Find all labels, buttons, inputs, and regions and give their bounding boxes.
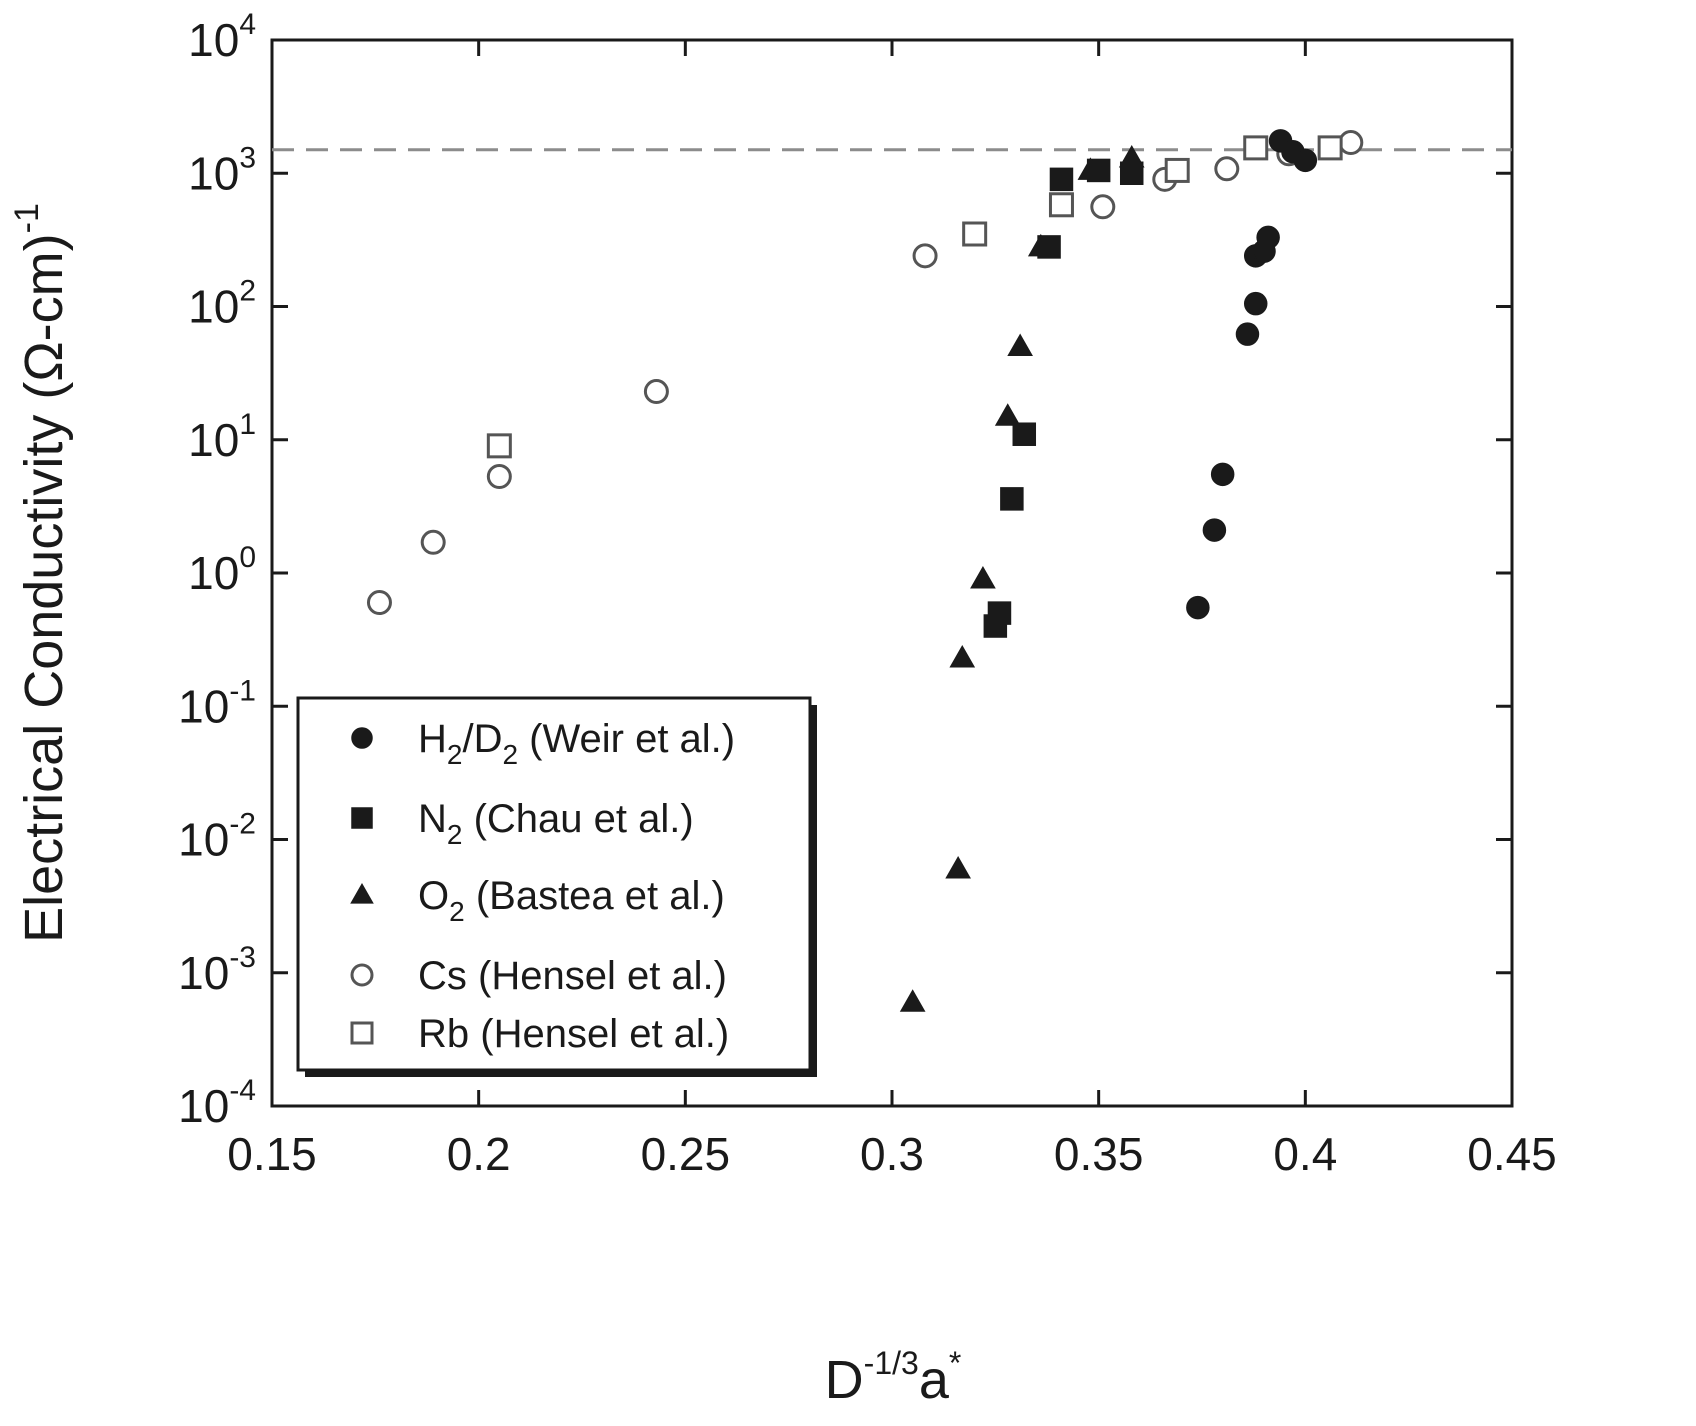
- y-axis-title-main: Electrical Conductivity (Ω-cm): [14, 233, 74, 943]
- point-o2-bastea-et-al: [945, 855, 971, 879]
- legend-label-o2-bastea-et-al: O2 (Bastea et al.): [418, 874, 725, 927]
- point-h2-d2-weir-et-al: [1202, 518, 1227, 542]
- point-rb-hensel-et-al: [1243, 135, 1269, 161]
- point-o2-bastea-et-al: [1077, 157, 1104, 180]
- legend-label-rb-hensel-et-al: Rb (Hensel et al.): [418, 1012, 729, 1056]
- x-axis-title: D-1/3a*: [825, 1345, 962, 1410]
- point-o2-bastea-et-al: [1007, 333, 1033, 357]
- y-tick-label: 10-4: [178, 1074, 256, 1132]
- legend-label-h2-d2-weir-et-al: H2/D2 (Weir et al.): [418, 717, 735, 770]
- legend-marker-o2-bastea-et-al: [350, 882, 374, 904]
- point-rb-hensel-et-al: [486, 433, 512, 459]
- y-tick-label: 102: [188, 275, 256, 333]
- point-rb-hensel-et-al: [1048, 192, 1074, 218]
- point-o2-bastea-et-al: [970, 566, 996, 589]
- x-tick-label: 0.2: [447, 1128, 511, 1180]
- point-h2-d2-weir-et-al: [1293, 148, 1318, 173]
- point-cs-hensel-et-al: [420, 529, 446, 555]
- x-tick-label: 0.4: [1273, 1128, 1337, 1180]
- point-cs-hensel-et-al: [1338, 130, 1364, 156]
- point-cs-hensel-et-al: [486, 463, 512, 489]
- point-o2-bastea-et-al: [899, 989, 926, 1012]
- point-cs-hensel-et-al: [912, 243, 938, 269]
- point-o2-bastea-et-al: [949, 644, 976, 668]
- y-tick-label: 104: [188, 8, 256, 66]
- point-rb-hensel-et-al: [1317, 135, 1343, 161]
- point-cs-hensel-et-al: [1214, 156, 1240, 182]
- point-o2-bastea-et-al: [1027, 233, 1054, 257]
- legend: H2/D2 (Weir et al.) N2 (Chau et al.) O2 (B…: [296, 696, 817, 1077]
- point-cs-hensel-et-al: [366, 590, 392, 616]
- y-tick-label: 10-2: [178, 808, 256, 866]
- x-tick-label: 0.25: [641, 1128, 731, 1180]
- point-h2-d2-weir-et-al: [1210, 462, 1235, 487]
- point-n2-chau-et-al: [1000, 487, 1024, 511]
- x-axis-title-rest: a: [919, 1350, 950, 1410]
- point-n2-chau-et-al: [987, 601, 1012, 625]
- point-h2-d2-weir-et-al: [1186, 595, 1210, 620]
- y-tick-label: 101: [188, 408, 256, 466]
- y-axis-title-sup: -1: [8, 203, 46, 233]
- y-tick-label: 10-3: [178, 941, 256, 999]
- point-h2-d2-weir-et-al: [1235, 322, 1260, 346]
- x-tick-label: 0.3: [860, 1128, 924, 1180]
- legend-marker-cs-hensel-et-al: [350, 963, 374, 987]
- data-points: [366, 129, 1364, 1012]
- y-tick-label: 10-1: [178, 674, 256, 732]
- legend-box: [296, 696, 812, 1072]
- point-o2-bastea-et-al: [994, 403, 1021, 426]
- x-axis-title-rest-sup: *: [949, 1345, 961, 1381]
- y-axis-title: Electrical Conductivity (Ω-cm)-1: [8, 203, 74, 943]
- x-tick-label: 0.45: [1467, 1128, 1557, 1180]
- point-rb-hensel-et-al: [962, 221, 988, 247]
- point-cs-hensel-et-al: [643, 379, 669, 405]
- point-h2-d2-weir-et-al: [1256, 225, 1280, 250]
- x-axis-title-sup: -1/3: [864, 1345, 919, 1381]
- point-cs-hensel-et-al: [1090, 194, 1116, 220]
- legend-label-cs-hensel-et-al: Cs (Hensel et al.): [418, 954, 727, 998]
- x-tick-label: 0.35: [1054, 1128, 1144, 1180]
- point-n2-chau-et-al: [1049, 167, 1074, 192]
- legend-marker-h2-d2-weir-et-al: [351, 727, 373, 749]
- point-rb-hensel-et-al: [1164, 157, 1190, 183]
- legend-marker-n2-chau-et-al: [351, 807, 373, 829]
- point-h2-d2-weir-et-al: [1243, 291, 1268, 316]
- point-o2-bastea-et-al: [1118, 145, 1145, 168]
- x-axis-title-base: D: [825, 1350, 864, 1410]
- legend-label-n2-chau-et-al: N2 (Chau et al.): [418, 797, 694, 850]
- point-n2-chau-et-al: [1012, 422, 1037, 446]
- y-tick-label: 103: [188, 141, 256, 199]
- y-tick-label: 100: [188, 541, 256, 599]
- legend-marker-rb-hensel-et-al: [350, 1021, 374, 1045]
- axis-ticks: 0.15 0.2 0.25 0.3 0.35 0.4 0.45 10-4 10-3 10-2 10-…: [178, 8, 1557, 1180]
- x-tick-label: 0.15: [227, 1128, 317, 1180]
